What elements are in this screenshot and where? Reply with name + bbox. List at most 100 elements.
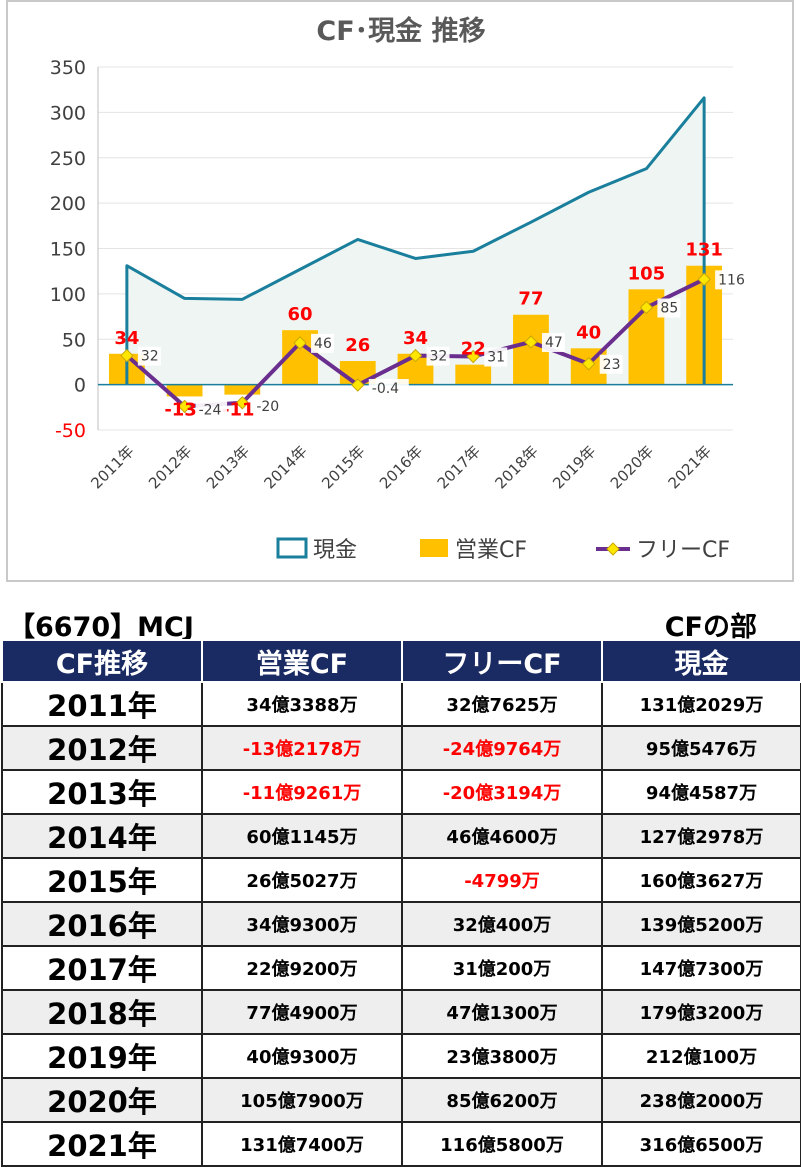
x-tick-label: 2013年 [203,442,253,492]
table-row: 2014年 60億1145万 46億4600万 127億2978万 [1,813,801,859]
column-header-year: CF推移 [1,639,203,683]
table-cell-year: 2019年 [1,1033,203,1079]
free-cf-label-bg [368,378,409,398]
free-cf-data-label: 85 [660,300,678,316]
y-tick-label: 0 [74,375,86,397]
table-row: 2013年 -11億9261万 -20億3194万 94億4587万 [1,769,801,815]
free-cf-marker [293,336,307,350]
free-cf-data-label: 46 [314,336,332,352]
y-tick-label: 150 [50,239,86,261]
y-tick-label: 300 [50,102,86,124]
free-cf-label-bg [541,332,565,352]
x-tick-label: 2018年 [491,442,541,492]
operating-cf-data-label: 77 [518,289,543,310]
operating-cf-bar [455,364,492,385]
free-cf-data-label: 32 [141,349,159,365]
table-cell-cash: 160億3627万 [601,857,801,903]
table-cell-cash: 316億6500万 [601,1121,801,1167]
free-cf-label-bg [311,333,335,353]
table-cell-operating-cf: 131億7400万 [201,1121,403,1167]
table-cell-cash: 94億4587万 [601,769,801,815]
x-tick-label: 2016年 [376,442,426,492]
free-cf-data-label: 47 [545,335,563,351]
y-tick-label: 50 [62,329,86,351]
table-cell-free-cf: 31億200万 [401,945,603,991]
free-cf-label-bg [137,346,161,366]
x-tick-label: 2012年 [145,442,195,492]
legend-free-cf-marker [606,542,620,556]
cash-area-fill [126,97,705,385]
company-name: 【6670】MCJ [8,612,194,643]
table-cell-free-cf: 32億400万 [401,901,603,947]
x-tick-label: 2011年 [87,442,137,492]
free-cf-marker [697,272,711,287]
operating-cf-data-label: 22 [461,339,486,360]
x-tick-label: 2014年 [261,442,311,492]
table-cell-free-cf: -24億9764万 [401,725,603,771]
table-cell-year: 2018年 [1,989,203,1035]
table-cell-cash: 179億3200万 [601,989,801,1035]
cf-cash-chart: CF･現金 推移 350 300 250 200 150 100 50 0 -50 34 -13 -11… [50,15,747,563]
table-cell-operating-cf: 40億9300万 [201,1033,403,1079]
table-cell-year: 2012年 [1,725,203,771]
table-cell-free-cf: 46億4600万 [401,813,603,859]
chart-frame: CF･現金 推移 350 300 250 200 150 100 50 0 -50 34 -13 -11… [6,0,794,582]
table-cell-operating-cf: -13億2178万 [201,725,403,771]
column-header-cash: 現金 [601,639,801,683]
operating-cf-data-label: -13 [164,400,197,421]
y-tick-label: 100 [50,284,86,306]
table-row: 2019年 40億9300万 23億3800万 212億100万 [1,1033,801,1079]
legend-operating-cf-swatch [420,539,448,557]
table-row: 2020年 105億7900万 85億6200万 238億2000万 [1,1077,801,1123]
free-cf-label-bg [657,298,681,318]
y-tick-label: 350 [50,57,86,79]
operating-cf-data-label: -11 [222,400,255,421]
operating-cf-data-label: 105 [628,263,666,284]
table-cell-free-cf: 47億1300万 [401,989,603,1035]
section-title: CFの部 [664,612,757,643]
operating-cf-bar [166,384,203,397]
table-cell-free-cf: 85億6200万 [401,1077,603,1123]
x-tick-label: 2021年 [665,442,715,492]
table-row: 2017年 22億9200万 31億200万 147億7300万 [1,945,801,991]
x-tick-label: 2015年 [318,442,368,492]
table-cell-operating-cf: 26億5027万 [201,857,403,903]
table-title-row: 【6670】MCJ CFの部 [0,605,801,643]
free-cf-marker [177,399,192,414]
table-cell-operating-cf: 22億9200万 [201,945,403,991]
legend-operating-cf-label: 営業CF [455,538,527,563]
table-row: 2021年 131億7400万 116億5800万 316億6500万 [1,1121,801,1167]
table-cell-year: 2021年 [1,1121,203,1167]
table-cell-free-cf: -4799万 [401,857,603,903]
free-cf-data-label: -0.4 [372,381,399,397]
legend-free-cf-label: フリーCF [636,538,730,563]
table-cell-operating-cf: 34億3388万 [201,681,403,727]
table-header-row: CF推移 営業CF フリーCF 現金 [1,639,801,683]
free-cf-data-label: 32 [430,349,448,365]
free-cf-label-bg [253,396,285,416]
y-tick-label: 200 [50,193,86,215]
table-cell-operating-cf: -11億9261万 [201,769,403,815]
table-cell-free-cf: 116億5800万 [401,1121,603,1167]
table-cell-year: 2014年 [1,813,203,859]
free-cf-marker [466,349,480,364]
table-body: 2011年 34億3388万 32億7625万 131億2029万 2012年 -13億2… [1,681,801,1167]
column-header-free-cf: フリーCF [401,639,603,683]
free-cf-data-label: 23 [603,357,621,373]
legend-cash-label: 現金 [313,538,357,563]
table-row: 2016年 34億9300万 32億400万 139億5200万 [1,901,801,947]
operating-cf-bar [224,384,261,395]
table-cell-cash: 127億2978万 [601,813,801,859]
table-cell-year: 2016年 [1,901,203,947]
free-cf-data-label: 116 [718,272,745,288]
operating-cf-data-label: 26 [345,335,370,356]
x-tick-label: 2017年 [434,442,484,492]
operating-cf-data-label: 60 [288,304,313,325]
table-cell-operating-cf: 77億4900万 [201,989,403,1035]
free-cf-marker [351,378,365,392]
table-cell-year: 2020年 [1,1077,203,1123]
free-cf-label-bg [715,270,747,290]
table-cell-free-cf: 23億3800万 [401,1033,603,1079]
free-cf-data-label: 31 [487,349,505,365]
table-row: 2012年 -13億2178万 -24億9764万 95億5476万 [1,725,801,771]
